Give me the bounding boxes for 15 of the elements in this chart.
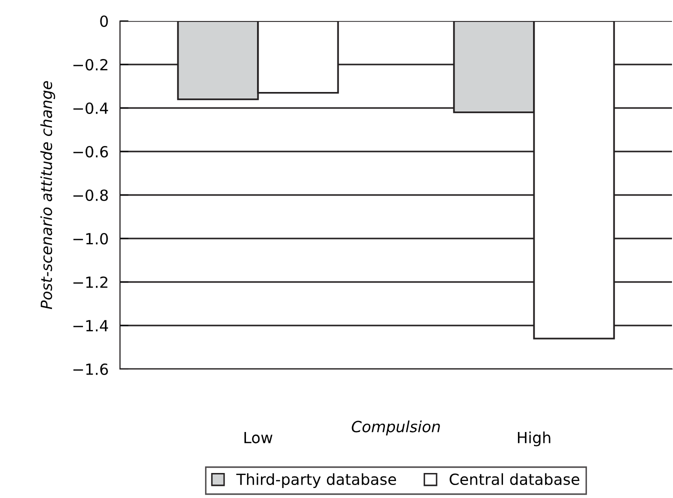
- x-tick-label: High: [518, 432, 550, 446]
- legend-label: Third-party database: [236, 473, 396, 488]
- x-tick-label: Low: [244, 432, 272, 444]
- y-axis-title: Post-scenario attitude change: [40, 81, 56, 310]
- legend-label: Central database: [450, 473, 580, 486]
- y-tick-label: −0.8: [73, 189, 108, 202]
- x-axis-title: Compulsion: [352, 420, 440, 436]
- y-tick-label: −1.2: [73, 276, 108, 288]
- y-tick-label: −0.6: [73, 146, 108, 158]
- y-tick-label: −0.2: [73, 58, 108, 71]
- y-tick-label: −1.4: [73, 320, 108, 332]
- y-tick-label: −1.0: [73, 232, 108, 245]
- y-tick-label: −0.4: [73, 102, 108, 114]
- y-tick-label: 0: [100, 15, 108, 28]
- y-tick-label: −1.6: [73, 363, 108, 376]
